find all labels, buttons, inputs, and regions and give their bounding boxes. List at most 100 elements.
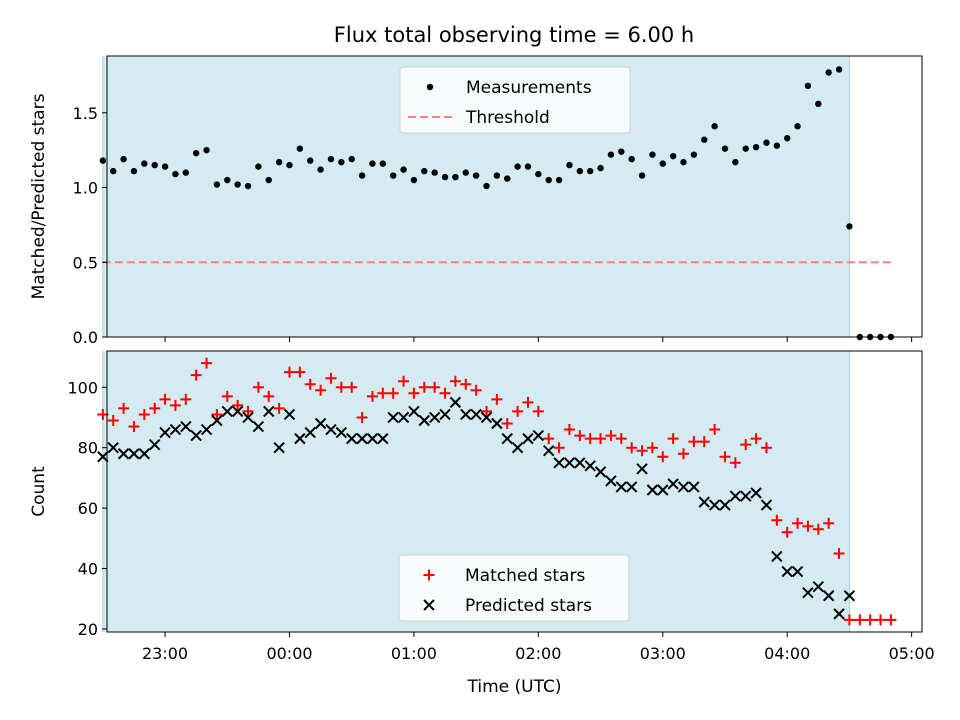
matched-stars-point xyxy=(211,408,223,420)
predicted-stars-point xyxy=(491,417,503,430)
matched-stars-point xyxy=(346,381,358,393)
predicted-stars-point xyxy=(822,590,835,602)
predicted-stars-point xyxy=(294,432,306,445)
predicted-stars-point xyxy=(615,481,628,493)
matched-stars-point xyxy=(107,414,119,426)
matched-stars-point xyxy=(802,520,814,532)
measurements-point xyxy=(358,172,366,179)
predicted-stars-point xyxy=(148,438,161,451)
measurements-point xyxy=(597,164,604,172)
measurements-point xyxy=(317,166,324,173)
predicted-stars-point xyxy=(729,490,742,502)
measurements-point xyxy=(483,182,490,190)
matched-stars-point xyxy=(885,614,897,626)
predicted-stars-point xyxy=(107,441,119,454)
bottom-y-axis-label: Count xyxy=(29,466,49,517)
matched-stars-point xyxy=(729,457,741,469)
matched-stars-point xyxy=(792,517,804,529)
matched-stars-point xyxy=(366,390,378,402)
measurements-point xyxy=(99,157,107,164)
measurements-point xyxy=(255,163,262,170)
matched-stars-point xyxy=(481,405,493,417)
matched-stars-point xyxy=(315,384,327,396)
measurements-point xyxy=(773,142,781,149)
measurements-point xyxy=(493,172,501,179)
measurements-point xyxy=(472,172,480,179)
predicted-stars-point xyxy=(667,478,679,490)
matched-stars-point xyxy=(304,378,316,390)
matched-stars-point xyxy=(273,402,285,414)
measurements-point xyxy=(348,155,355,163)
measurements-point xyxy=(400,166,407,173)
measurements-point xyxy=(742,145,749,152)
predicted-stars-point xyxy=(180,420,192,433)
matched-stars-point xyxy=(408,387,420,399)
predicted-stars-point xyxy=(397,411,410,424)
predicted-stars-point xyxy=(211,414,223,427)
bottom-panel: 20 40 60 80 100 23:00 00:00 01:00 02:00 03:00 04:… xyxy=(29,350,935,697)
legend-box xyxy=(398,554,630,622)
matched-stars-point xyxy=(657,451,669,463)
predicted-stars-point xyxy=(501,432,513,445)
predicted-stars-point xyxy=(791,565,804,578)
predicted-stars-point xyxy=(428,411,441,424)
measurements-point xyxy=(846,223,853,230)
predicted-stars-point xyxy=(231,405,244,418)
predicted-stars-point xyxy=(460,408,472,421)
predicted-stars-point xyxy=(200,423,213,436)
predicted-stars-point xyxy=(366,432,379,445)
matched-stars-point xyxy=(864,614,876,626)
predicted-stars-point xyxy=(304,426,316,439)
matched-stars-point xyxy=(771,514,783,526)
matched-stars-point xyxy=(460,378,472,390)
x-tick-label: 01:00 xyxy=(391,644,437,663)
predicted-stars-point xyxy=(169,423,182,436)
measurements-point xyxy=(130,167,138,175)
matched-stars-point xyxy=(563,424,575,436)
predicted-stars-point xyxy=(335,426,348,439)
matched-stars-point xyxy=(501,418,513,430)
matched-stars-point xyxy=(812,523,824,535)
measurements-point xyxy=(441,173,449,181)
matched-stars-point xyxy=(294,366,306,378)
predicted-stars-point xyxy=(812,580,825,593)
matched-stars-point xyxy=(667,433,679,445)
measurements-point xyxy=(369,160,376,167)
measurements-point xyxy=(752,143,760,151)
predicted-stars-point xyxy=(760,499,773,511)
measurements-point xyxy=(576,167,584,175)
measurements-point xyxy=(732,158,739,166)
measurements-legend-label: Measurements xyxy=(466,78,592,98)
y-tick-label: 60 xyxy=(78,499,98,518)
measurements-point xyxy=(172,170,179,178)
predicted-stars-point xyxy=(750,487,762,499)
measurements-point xyxy=(586,167,594,175)
matched-stars-point xyxy=(719,451,731,463)
measurements-point xyxy=(213,181,221,188)
measurements-point xyxy=(711,123,718,130)
predicted-stars-point xyxy=(470,408,482,421)
predicted-stars-point xyxy=(698,496,710,508)
x-tick-label: 04:00 xyxy=(764,644,810,663)
matched-stars-point xyxy=(532,405,544,417)
measurements-point xyxy=(431,169,438,176)
measurements-point xyxy=(452,173,459,181)
matched-stars-point xyxy=(646,442,658,454)
measurements-point xyxy=(514,163,521,170)
predicted-stars-point xyxy=(439,408,451,421)
predicted-stars-point xyxy=(719,499,731,511)
measurements-point xyxy=(825,69,832,76)
predicted-stars-point xyxy=(283,408,296,421)
measurements-point xyxy=(649,151,656,158)
measurements-point xyxy=(669,152,677,160)
matched-stars-point xyxy=(263,390,275,402)
predicted-stars-point xyxy=(377,432,389,445)
predicted-stars-point xyxy=(480,411,493,424)
matched-stars-point xyxy=(232,399,244,411)
measurements-point xyxy=(462,169,469,176)
predicted-stars-point xyxy=(345,432,358,445)
measurements-point xyxy=(763,139,770,146)
y-tick-label: 1.5 xyxy=(73,104,98,123)
x-tick-label: 02:00 xyxy=(515,644,561,663)
